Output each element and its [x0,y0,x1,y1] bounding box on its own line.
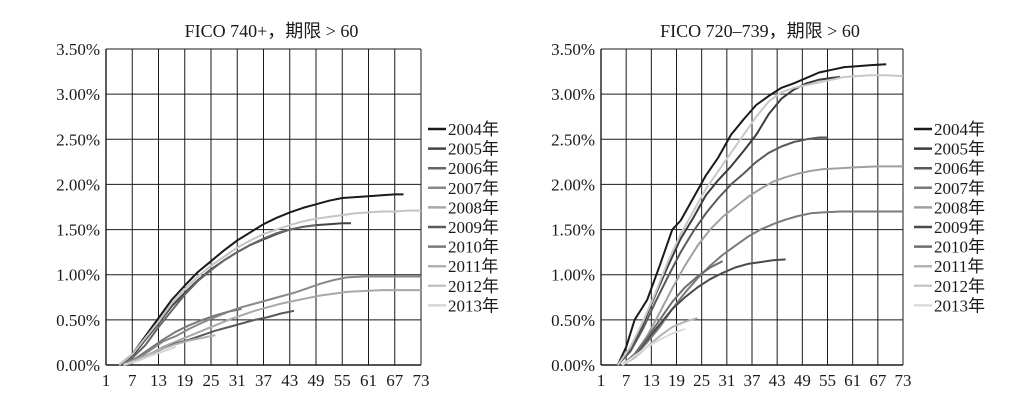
legend-label: 2008年 [448,198,499,217]
x-tick-label: 25 [693,371,710,390]
legend-label: 2013年 [448,296,499,315]
x-tick-label: 67 [386,371,404,390]
series-line-2008年 [123,289,421,366]
x-tick-label: 73 [895,371,912,390]
x-tick-label: 37 [255,371,273,390]
legend-label: 2005年 [934,140,985,159]
series-line-2004年 [616,63,887,366]
legend-label: 2006年 [448,159,499,178]
x-tick-label: 31 [718,371,735,390]
x-tick-label: 37 [744,371,762,390]
y-tick-label: 2.50% [56,130,100,149]
x-tick-label: 25 [203,371,220,390]
x-tick-label: 67 [869,371,887,390]
x-tick-label: 13 [643,371,660,390]
series-line-2007年 [123,275,421,366]
y-tick-label: 1.50% [551,221,595,240]
x-tick-label: 61 [844,371,861,390]
series-line-2013年 [621,327,686,366]
legend-label: 2013年 [934,296,985,315]
legend-label: 2005年 [448,140,499,159]
legend-label: 2004年 [934,120,985,139]
y-tick-label: 3.00% [56,85,100,104]
chart-title: FICO 720–739，期限 > 60 [660,21,860,41]
legend-label: 2008年 [934,198,985,217]
x-tick-label: 7 [128,371,137,390]
x-tick-label: 13 [150,371,167,390]
y-tick-label: 2.00% [56,175,100,194]
series-line-2010年 [621,260,724,366]
x-tick-label: 1 [102,371,111,390]
x-tick-label: 49 [308,371,325,390]
legend-label: 2010年 [934,238,985,257]
y-tick-label: 1.00% [551,266,595,285]
legend-label: 2009年 [934,218,985,237]
y-tick-label: 2.00% [551,175,595,194]
legend-label: 2010年 [448,238,499,257]
x-tick-label: 49 [794,371,811,390]
legend-label: 2012年 [448,277,499,296]
x-tick-label: 55 [819,371,836,390]
series-line-2012年 [616,74,904,366]
chart-panel-2: FICO 720–739，期限 > 60 1 7 13 19 25 31 37 43 49 55 61… [551,21,985,390]
y-tick-label: 0.50% [551,311,595,330]
legend-label: 2004年 [448,120,499,139]
x-tick-label: 7 [622,371,631,390]
chart-panel-1: FICO 740+，期限 > 60 1 7 13 19 25 31 37 43 49 55 61 67 7… [56,21,499,390]
x-tick-label: 73 [413,371,430,390]
series-line-2006年 [118,224,317,366]
series-line-2012年 [118,209,421,366]
y-tick-label: 1.50% [56,221,100,240]
series-line-2007年 [621,210,903,366]
legend-label: 2007年 [448,179,499,198]
x-tick-label: 61 [360,371,377,390]
x-tick-label: 43 [281,371,298,390]
legend-label: 2011年 [934,257,984,276]
legend-label: 2006年 [934,159,985,178]
series-line-2008年 [621,165,903,366]
legend-label: 2009年 [448,218,499,237]
legend-label: 2011年 [448,257,498,276]
x-tick-label: 43 [769,371,786,390]
series-line-2013年 [123,345,177,366]
x-tick-label: 19 [176,371,193,390]
y-tick-label: 0.00% [56,356,100,375]
series-line-2011年 [621,317,698,366]
series-line-2006年 [617,136,828,366]
y-tick-label: 3.50% [56,40,100,59]
y-tick-label: 3.00% [551,85,595,104]
y-tick-label: 2.50% [551,130,595,149]
x-tick-label: 55 [334,371,351,390]
series-line-2010年 [123,308,242,366]
chart-title: FICO 740+，期限 > 60 [185,21,359,41]
series-line-2011年 [123,334,216,366]
series-line-2009年 [621,258,786,366]
x-tick-label: 1 [597,371,606,390]
x-tick-label: 31 [229,371,246,390]
y-tick-label: 1.00% [56,266,100,285]
x-tick-label: 19 [668,371,685,390]
y-tick-label: 0.50% [56,311,100,330]
y-tick-label: 0.00% [551,356,595,375]
y-tick-label: 3.50% [551,40,595,59]
legend-label: 2012年 [934,277,985,296]
series-line-2004年 [118,193,404,366]
legend-label: 2007年 [934,179,985,198]
